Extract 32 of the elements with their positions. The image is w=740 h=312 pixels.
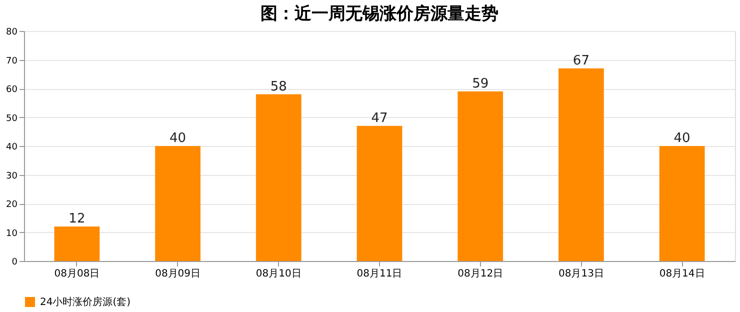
y-tick-label: 50 <box>6 114 18 124</box>
y-tick-label: 80 <box>6 28 18 38</box>
data-label: 12 <box>68 212 86 226</box>
y-tick-label: 40 <box>6 142 18 152</box>
data-label: 47 <box>371 110 388 126</box>
bar <box>558 68 604 261</box>
chart-title: 图：近一周无锡涨价房源量走势 <box>260 4 498 24</box>
y-tick-label: 10 <box>6 228 18 239</box>
y-tick-label: 30 <box>6 171 18 182</box>
bar <box>356 126 402 261</box>
x-tick-label: 08月13日 <box>558 268 604 280</box>
bar <box>54 226 100 261</box>
y-tick-label: 0 <box>12 258 18 268</box>
x-tick-label: 08月14日 <box>659 268 705 280</box>
x-tick-label: 08月11日 <box>356 268 402 280</box>
data-label: 59 <box>472 76 489 92</box>
x-tick-label: 08月12日 <box>458 268 504 280</box>
data-label: 58 <box>270 79 287 94</box>
y-tick-label: 60 <box>6 85 18 95</box>
y-tick-label: 20 <box>6 200 18 210</box>
x-tick-label: 08月10日 <box>256 268 302 280</box>
data-label: 40 <box>170 131 186 146</box>
data-label: 40 <box>674 131 690 146</box>
x-tick-label: 08月08日 <box>54 268 100 280</box>
y-tick-label: 70 <box>6 56 18 66</box>
bar <box>458 91 504 261</box>
bar <box>155 146 200 261</box>
legend-label: 24小时涨价房源(套) <box>40 296 131 308</box>
x-tick-label: 08月09日 <box>155 268 201 280</box>
bar <box>659 146 705 261</box>
bar <box>256 94 302 261</box>
data-label: 67 <box>572 53 590 68</box>
